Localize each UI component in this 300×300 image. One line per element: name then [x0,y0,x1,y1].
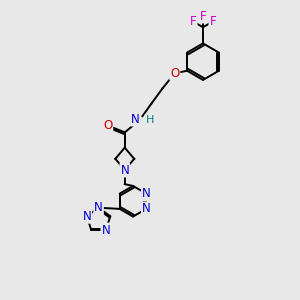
Text: N: N [142,187,151,200]
Text: F: F [200,10,206,22]
Text: N: N [94,201,103,214]
Text: H: H [146,115,154,125]
Text: N: N [101,224,110,237]
Text: N: N [131,112,140,126]
Text: N: N [120,164,129,176]
Text: N: N [82,210,91,223]
Text: N: N [142,202,151,215]
Text: O: O [103,119,112,132]
Text: F: F [209,15,216,28]
Text: O: O [170,67,179,80]
Text: F: F [190,15,196,28]
